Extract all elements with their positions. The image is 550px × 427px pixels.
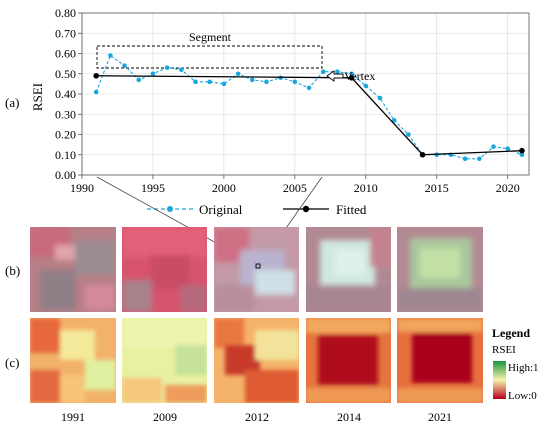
x-tick-label: 2005 bbox=[283, 181, 307, 195]
point-original bbox=[292, 79, 298, 85]
legend-subtitle: RSEI bbox=[492, 344, 516, 356]
chart-legend: Original Fitted bbox=[147, 202, 367, 217]
sample-pixel-marker bbox=[255, 263, 261, 269]
point-original bbox=[179, 67, 184, 72]
year-caption-1991: 1991 bbox=[61, 410, 85, 424]
point-original bbox=[505, 146, 511, 151]
year-caption-2012: 2012 bbox=[245, 410, 269, 424]
legend-high-label: High:1 bbox=[508, 362, 539, 374]
rsei-map-1991 bbox=[30, 318, 116, 403]
point-original bbox=[349, 71, 354, 77]
panel-label-a: (a) bbox=[5, 95, 19, 110]
legend-marker-fitted bbox=[302, 205, 310, 213]
satellite-image-2009 bbox=[122, 227, 207, 312]
point-original bbox=[406, 132, 411, 137]
vertex-arrow bbox=[326, 70, 344, 82]
point-original bbox=[150, 71, 156, 77]
y-tick-label: 0.00 bbox=[55, 168, 76, 182]
legend-low-label: Low:0 bbox=[508, 390, 537, 402]
segment-label: Segment bbox=[189, 30, 232, 44]
rsei-map-2009 bbox=[122, 318, 207, 403]
x-tick-label: 1995 bbox=[141, 181, 165, 195]
legend-color-ramp bbox=[493, 361, 506, 399]
y-tick-label: 0.30 bbox=[55, 107, 76, 121]
y-tick-label: 0.80 bbox=[55, 6, 76, 20]
x-tick-label: 2020 bbox=[496, 181, 520, 195]
series-original-line bbox=[95, 54, 523, 160]
point-original bbox=[136, 77, 142, 83]
point-original bbox=[391, 118, 397, 123]
satellite-image-2021 bbox=[397, 227, 483, 312]
y-tick-label: 0.10 bbox=[55, 148, 76, 162]
panel-label-c: (c) bbox=[5, 355, 19, 370]
x-tick-label: 2015 bbox=[425, 181, 449, 195]
y-tick-label: 0.70 bbox=[55, 26, 76, 40]
point-original bbox=[193, 79, 198, 85]
point-original bbox=[377, 95, 383, 101]
x-tick-label: 2000 bbox=[212, 181, 236, 195]
rsei-map-2014 bbox=[306, 318, 391, 403]
legend-label-original: Original bbox=[199, 202, 243, 217]
vertex-label: Vertex bbox=[344, 69, 375, 83]
segment-box bbox=[96, 45, 323, 69]
point-original bbox=[363, 83, 369, 89]
grid-lines bbox=[81, 12, 529, 176]
point-fitted bbox=[348, 75, 355, 81]
y-tick-label: 0.20 bbox=[55, 128, 76, 142]
satellite-image-2012 bbox=[214, 227, 299, 312]
point-original bbox=[306, 85, 312, 91]
y-axis: 0.00 0.10 0.20 0.30 0.40 0.50 0.60 0.70 0.80 bbox=[55, 6, 82, 182]
point-original bbox=[221, 81, 227, 87]
year-caption-2009: 2009 bbox=[153, 410, 177, 424]
rsei-map-2012 bbox=[214, 318, 299, 403]
panel-label-b: (b) bbox=[5, 263, 20, 278]
x-axis: 1990 1995 2000 2005 2010 2015 2020 bbox=[70, 175, 520, 195]
point-original bbox=[108, 53, 113, 58]
y-tick-label: 0.50 bbox=[55, 67, 76, 81]
series-original bbox=[93, 53, 525, 162]
point-original bbox=[235, 71, 241, 77]
point-original bbox=[320, 69, 326, 75]
point-original bbox=[164, 65, 170, 70]
point-original bbox=[249, 77, 255, 83]
point-original bbox=[477, 156, 482, 162]
point-original bbox=[122, 63, 127, 68]
series-fitted bbox=[93, 72, 525, 158]
point-fitted bbox=[419, 151, 426, 158]
y-tick-label: 0.60 bbox=[55, 47, 76, 61]
rsei-map-2021 bbox=[397, 318, 483, 403]
y-tick-label: 0.40 bbox=[55, 87, 76, 101]
point-original bbox=[93, 89, 99, 95]
point-original bbox=[462, 156, 468, 162]
y-axis-label: RSEI bbox=[30, 83, 45, 111]
satellite-image-2014 bbox=[306, 227, 391, 312]
satellite-image-1991 bbox=[30, 227, 116, 312]
series-fitted-line bbox=[96, 75, 522, 156]
legend-title: Legend bbox=[492, 326, 530, 340]
point-original bbox=[335, 69, 340, 75]
point-original bbox=[264, 79, 269, 85]
legend-label-fitted: Fitted bbox=[336, 202, 367, 217]
point-original bbox=[207, 79, 213, 85]
year-caption-2021: 2021 bbox=[428, 410, 452, 424]
year-caption-2014: 2014 bbox=[337, 410, 361, 424]
point-original bbox=[491, 144, 496, 149]
point-fitted bbox=[519, 147, 525, 154]
x-tick-label: 1990 bbox=[70, 181, 94, 195]
point-fitted bbox=[93, 72, 99, 79]
x-tick-label: 2010 bbox=[354, 181, 378, 195]
point-original bbox=[519, 152, 525, 158]
legend-marker-original bbox=[167, 206, 173, 212]
